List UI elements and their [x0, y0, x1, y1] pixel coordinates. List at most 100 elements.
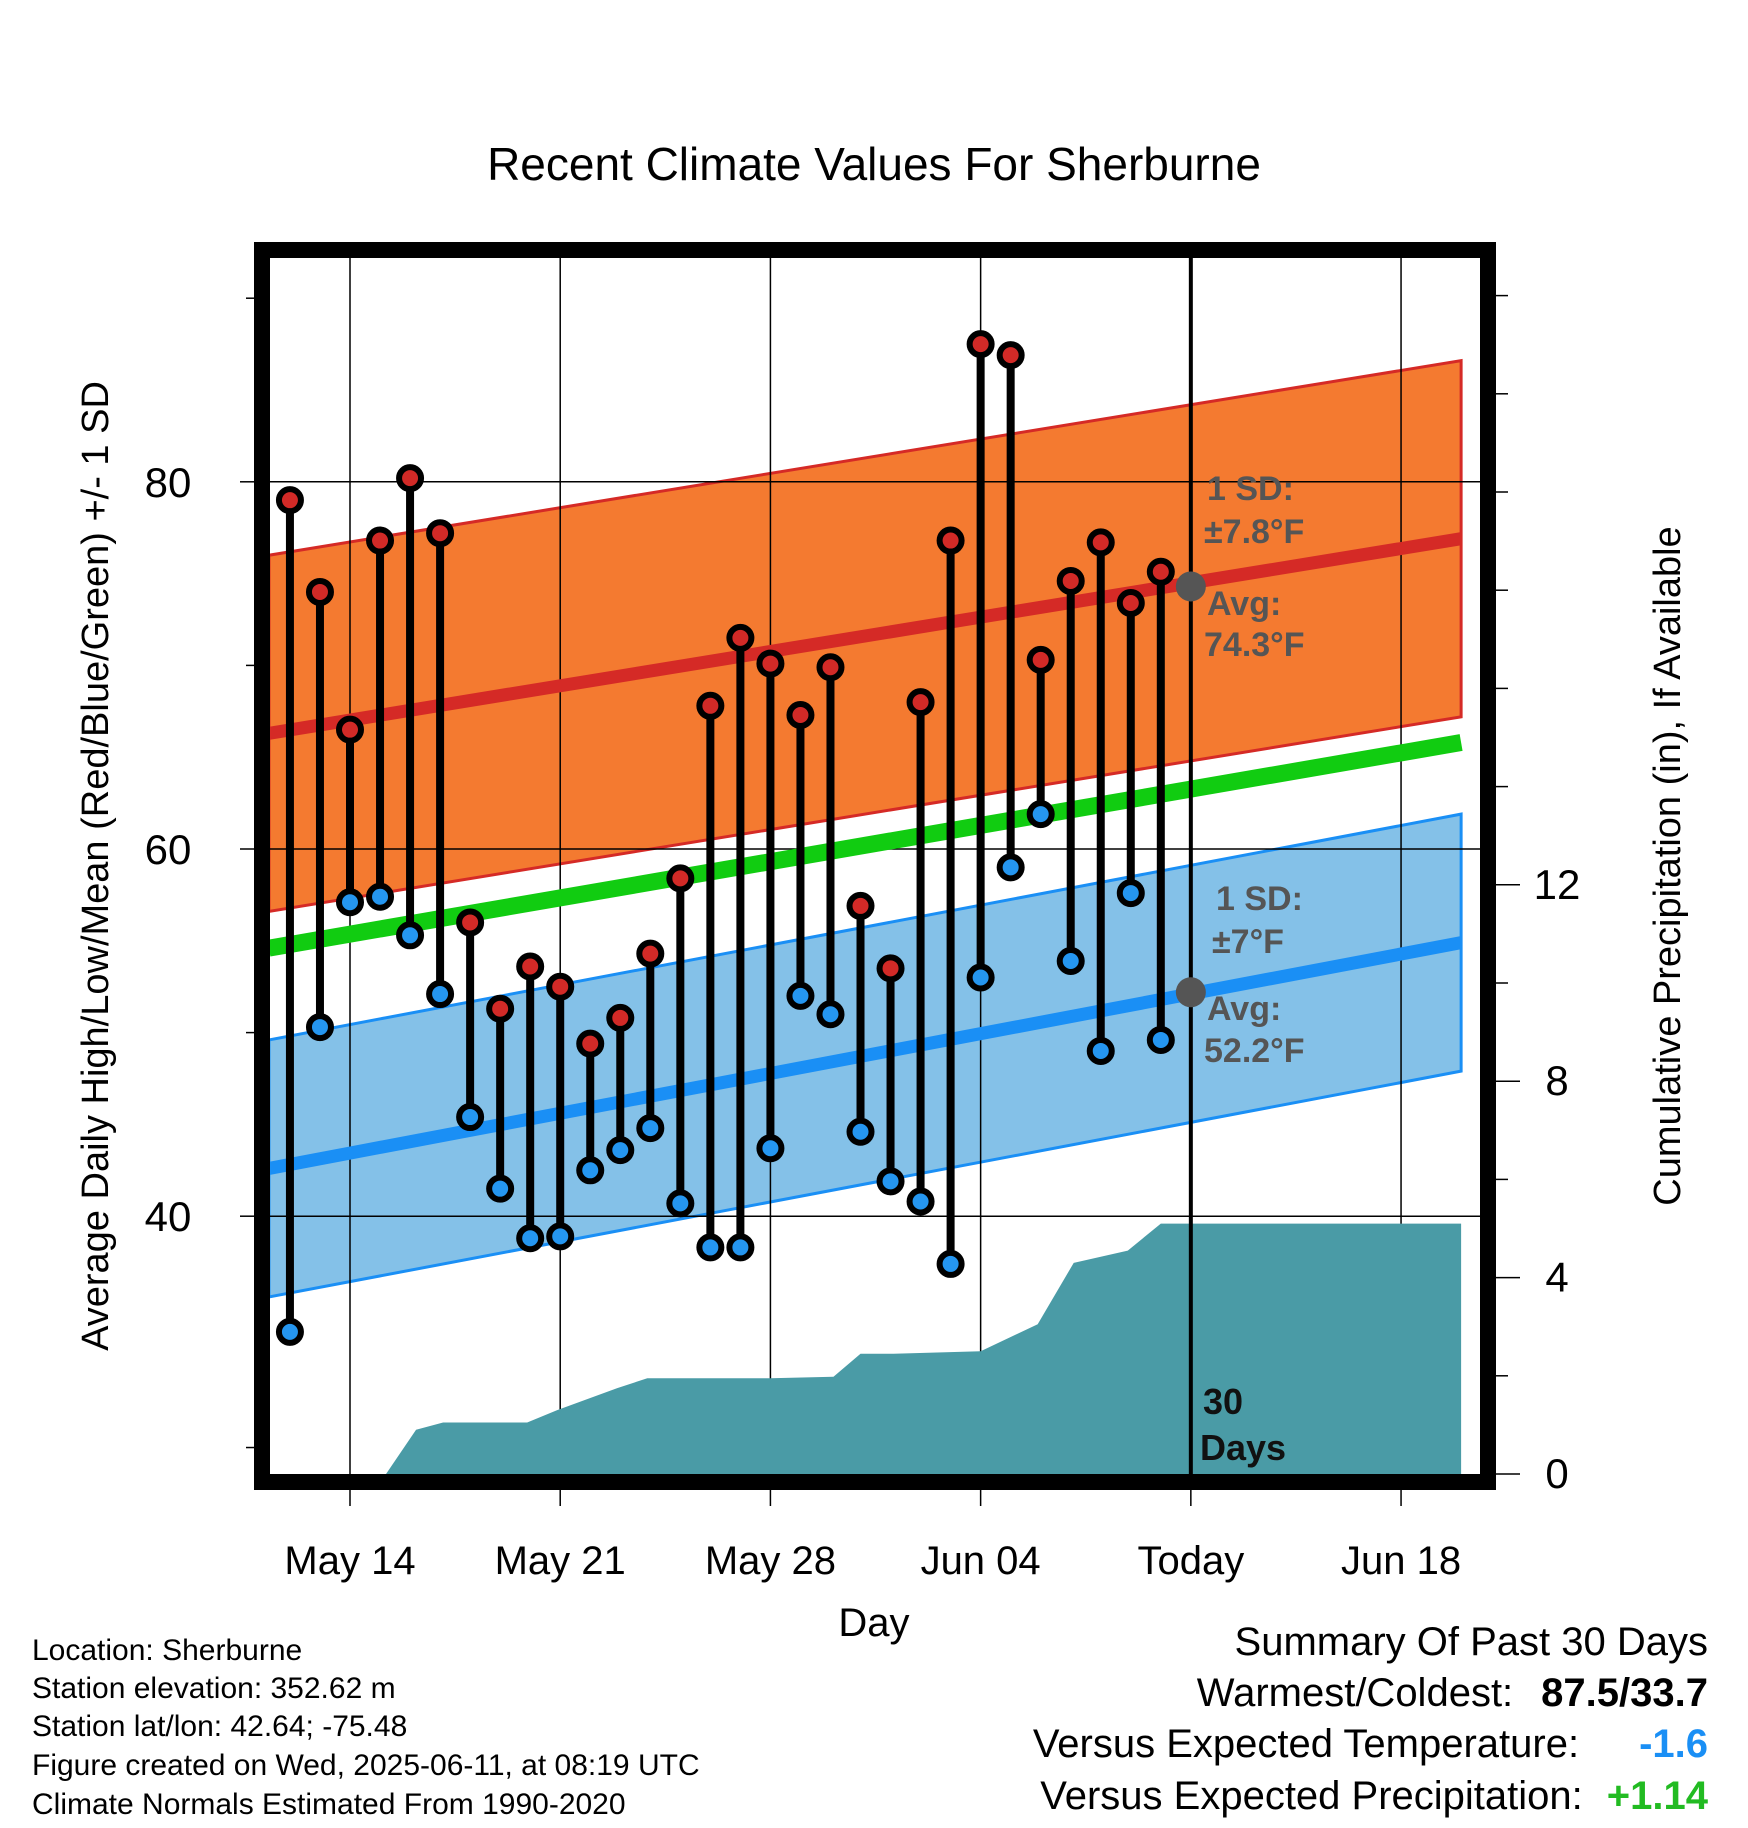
daily-high-point: [576, 1029, 605, 1058]
daily-high-point: [1026, 645, 1055, 674]
daily-high-point: [486, 994, 515, 1023]
daily-low-point: [966, 963, 995, 992]
daily-low-point: [456, 1103, 485, 1132]
daily-high-point: [606, 1003, 635, 1032]
x-axis-label: Day: [838, 1601, 909, 1645]
daily-high-point: [996, 341, 1025, 370]
daily-low-point: [1146, 1025, 1175, 1054]
daily-low-point: [876, 1167, 905, 1196]
y-tick-label: 60: [145, 826, 192, 873]
x-tick-label: Jun 04: [921, 1539, 1041, 1583]
summary-warmest-row: Warmest/Coldest: 87.5/33.7: [1197, 1671, 1708, 1716]
daily-high-point: [516, 952, 545, 981]
x-axis: May 14 May 21 May 28 Jun 04 Today Jun 18: [284, 1490, 1461, 1583]
low-sd-label: 1 SD:: [1216, 880, 1303, 918]
y2-tick-label: 8: [1545, 1057, 1568, 1104]
daily-low-point: [516, 1224, 545, 1253]
daily-low-point: [1086, 1036, 1115, 1065]
y2-tick-label: 12: [1534, 861, 1581, 908]
y2-axis-label: Cumulative Precipitation (in), If Availa…: [1647, 526, 1689, 1205]
daily-low-point: [936, 1249, 965, 1278]
summary-precip-value: +1.14: [1606, 1774, 1708, 1818]
high-avg-value: 74.3°F: [1204, 626, 1305, 664]
footer-latlon: Station lat/lon: 42.64; -75.48: [32, 1710, 408, 1743]
daily-values: [275, 330, 1175, 1346]
daily-high-point: [305, 577, 334, 606]
daily-low-point: [1056, 946, 1085, 975]
daily-high-point: [756, 649, 785, 678]
daily-low-point: [846, 1117, 875, 1146]
period-label-number: 30: [1203, 1381, 1243, 1422]
daily-high-point: [786, 700, 815, 729]
low-avg-label: Avg:: [1207, 990, 1281, 1028]
summary-temp-row: Versus Expected Temperature: -1.6: [1033, 1722, 1708, 1767]
footer-location: Location: Sherburne: [32, 1634, 303, 1667]
x-tick-label: Jun 18: [1341, 1539, 1461, 1583]
high-sd-label: 1 SD:: [1207, 470, 1294, 508]
daily-high-point: [366, 526, 395, 555]
high-sd-value: ±7.8°F: [1204, 513, 1304, 551]
x-tick-label: Today: [1137, 1539, 1244, 1583]
summary-heading: Summary Of Past 30 Days: [1234, 1620, 1708, 1664]
grid: [270, 258, 1480, 1474]
daily-low-point: [816, 1000, 845, 1029]
summary-temp-value: -1.6: [1639, 1722, 1708, 1766]
summary-warmest-value: 87.5/33.7: [1541, 1671, 1708, 1715]
daily-high-point: [1086, 528, 1115, 557]
daily-low-point: [275, 1317, 304, 1346]
daily-high-point: [396, 464, 425, 493]
daily-high-point: [936, 526, 965, 555]
left-axis: 40 60 80: [145, 297, 254, 1449]
x-tick-label: May 14: [284, 1539, 415, 1583]
y-tick-label: 80: [145, 459, 192, 506]
x-tick-label: May 28: [705, 1539, 836, 1583]
daily-high-point: [456, 908, 485, 937]
daily-low-point: [666, 1189, 695, 1218]
daily-high-point: [1146, 557, 1175, 586]
daily-high-point: [666, 864, 695, 893]
daily-low-point: [336, 888, 364, 917]
y2-tick-label: 0: [1545, 1450, 1568, 1497]
x-tick-label: May 21: [495, 1539, 626, 1583]
period-label-days: Days: [1200, 1427, 1286, 1468]
daily-low-point: [366, 882, 395, 911]
daily-high-point: [275, 486, 304, 515]
daily-low-point: [546, 1222, 575, 1251]
precip-area: [386, 1223, 1462, 1474]
summary-precip-row: Versus Expected Precipitation: +1.14: [1040, 1774, 1708, 1819]
daily-high-point: [816, 653, 845, 682]
daily-low-point: [486, 1174, 515, 1203]
y-axis-label: Average Daily High/Low/Mean (Red/Blue/Gr…: [75, 381, 117, 1351]
daily-low-point: [1026, 800, 1055, 829]
daily-high-point: [426, 519, 455, 548]
daily-low-point: [786, 981, 815, 1010]
daily-low-point: [996, 853, 1025, 882]
daily-high-point: [726, 623, 755, 652]
high-normal-line: [270, 532, 1463, 740]
today-high-avg-marker: [1175, 571, 1206, 602]
daily-high-point: [1116, 588, 1145, 617]
daily-low-point: [396, 921, 425, 950]
daily-low-point: [305, 1013, 334, 1042]
plot-frame: [254, 242, 1496, 1490]
today-low-avg-marker: [1175, 977, 1206, 1008]
daily-low-point: [726, 1233, 755, 1262]
daily-low-point: [606, 1136, 635, 1165]
summary-warmest-label: Warmest/Coldest:: [1196, 1671, 1514, 1715]
chart-title: Recent Climate Values For Sherburne: [487, 138, 1261, 190]
daily-high-point: [1056, 566, 1085, 595]
daily-high-point: [876, 954, 905, 983]
daily-low-point: [426, 980, 455, 1009]
daily-high-point: [696, 691, 725, 720]
footer-normals: Climate Normals Estimated From 1990-2020: [32, 1788, 626, 1821]
daily-high-point: [336, 715, 364, 744]
daily-high-point: [636, 939, 665, 968]
low-avg-value: 52.2°F: [1204, 1032, 1305, 1070]
summary-temp-label: Versus Expected Temperature:: [1032, 1722, 1580, 1766]
daily-low-point: [906, 1187, 935, 1216]
daily-high-point: [546, 972, 575, 1001]
footer-created: Figure created on Wed, 2025-06-11, at 08…: [32, 1749, 700, 1782]
daily-low-point: [1116, 879, 1145, 908]
